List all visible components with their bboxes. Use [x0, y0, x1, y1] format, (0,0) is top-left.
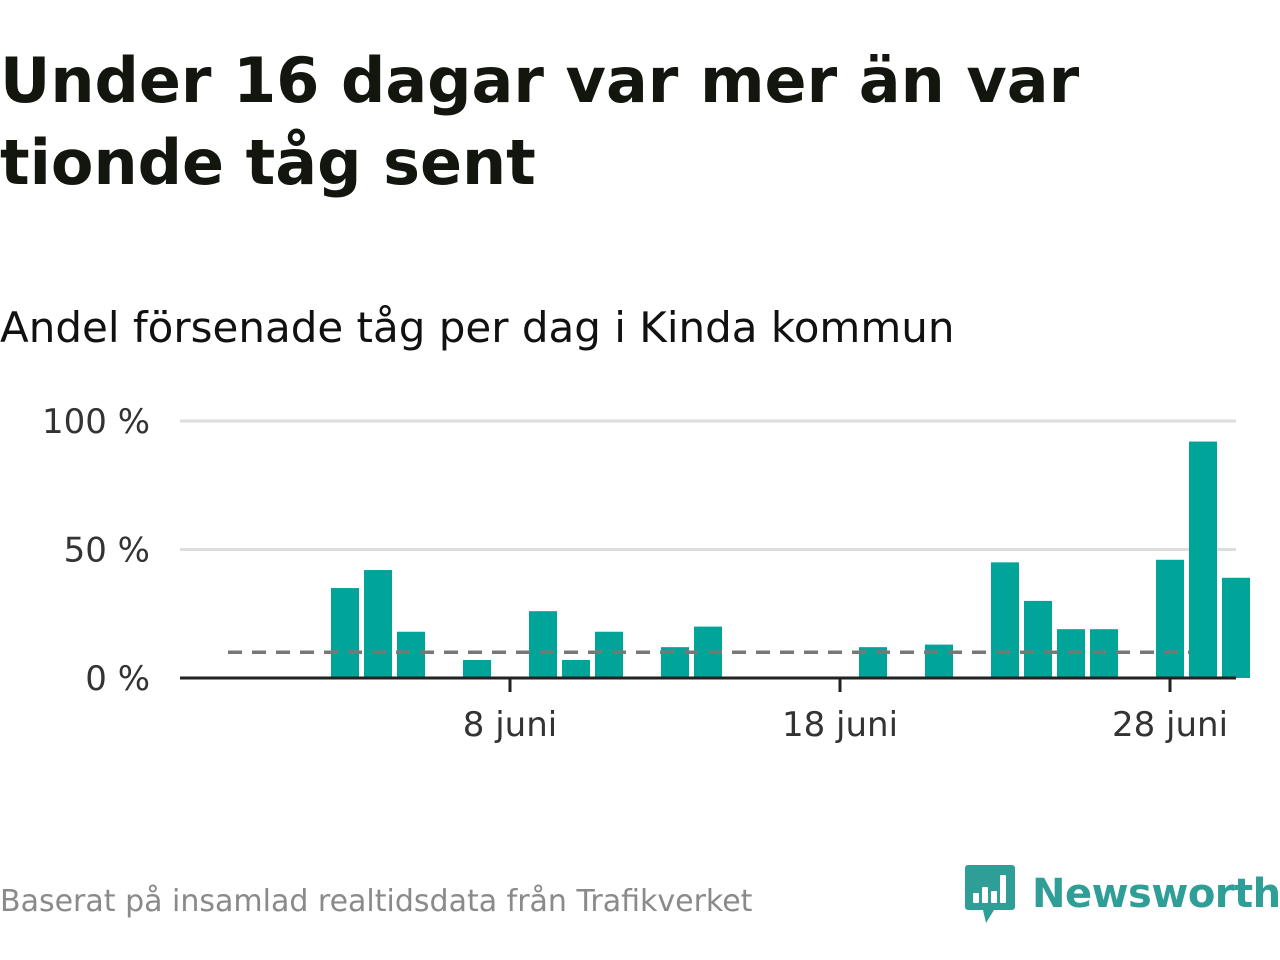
bar [1156, 559, 1184, 678]
newsworthy-logo-icon [965, 865, 1015, 923]
x-tick-label: 18 juni [782, 705, 898, 745]
grid-lines [180, 419, 1236, 551]
x-axis-ticks: 8 juni 18 juni 28 juni [463, 678, 1228, 745]
y-tick-label: 100 % [42, 402, 150, 442]
bar [925, 644, 953, 678]
chart-subtitle: Andel försenade tåg per dag i Kinda komm… [0, 303, 955, 352]
bar [595, 631, 623, 678]
bar [1222, 577, 1250, 678]
y-tick-label: 50 % [64, 531, 150, 571]
bar [1189, 441, 1217, 678]
bar [397, 631, 425, 678]
y-tick-label: 0 % [85, 659, 150, 699]
brand-name: Newsworthy [1032, 871, 1280, 917]
x-tick-label: 28 juni [1112, 705, 1228, 745]
source-note: Baserat på insamlad realtidsdata från Tr… [0, 884, 753, 919]
brand-logo-group[interactable]: Newsworthy [964, 862, 1280, 926]
y-axis-ticks: 0 % 50 % 100 % [42, 402, 150, 699]
bar [991, 562, 1019, 678]
bar-chart: 0 % 50 % 100 % 8 juni 18 juni 28 juni [42, 402, 1250, 745]
bar [1024, 600, 1052, 678]
bar [562, 660, 590, 678]
bar [463, 660, 491, 678]
bar [331, 588, 359, 678]
bars [331, 441, 1250, 678]
chart-title: Under 16 dagar var mer än var tionde tåg… [0, 44, 1080, 199]
x-tick-label: 8 juni [463, 705, 557, 745]
bar [529, 611, 557, 678]
bar [364, 570, 392, 678]
